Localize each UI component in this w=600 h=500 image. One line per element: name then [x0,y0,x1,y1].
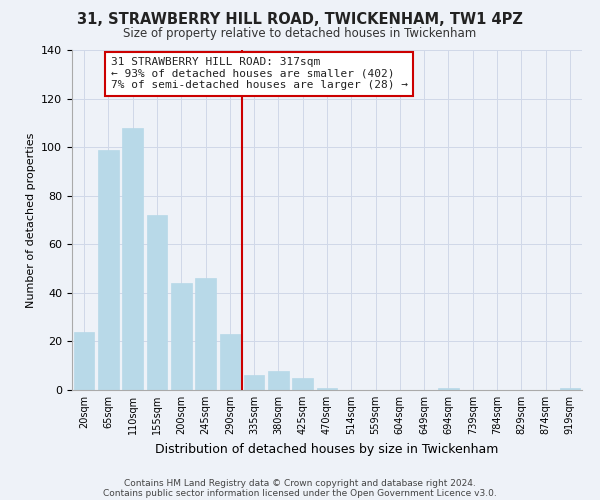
Bar [98,150,119,390]
Text: Contains public sector information licensed under the Open Government Licence v3: Contains public sector information licen… [103,488,497,498]
Text: Size of property relative to detached houses in Twickenham: Size of property relative to detached ho… [124,28,476,40]
Bar [317,388,337,390]
Bar [292,378,313,390]
Bar [268,370,289,390]
Y-axis label: Number of detached properties: Number of detached properties [26,132,35,308]
Bar [220,334,240,390]
Text: Contains HM Land Registry data © Crown copyright and database right 2024.: Contains HM Land Registry data © Crown c… [124,478,476,488]
Bar [122,128,143,390]
Text: 31 STRAWBERRY HILL ROAD: 317sqm
← 93% of detached houses are smaller (402)
7% of: 31 STRAWBERRY HILL ROAD: 317sqm ← 93% of… [111,58,408,90]
Bar [171,283,191,390]
Bar [146,215,167,390]
Bar [195,278,216,390]
Bar [438,388,459,390]
Bar [560,388,580,390]
Bar [244,376,265,390]
Text: 31, STRAWBERRY HILL ROAD, TWICKENHAM, TW1 4PZ: 31, STRAWBERRY HILL ROAD, TWICKENHAM, TW… [77,12,523,28]
Bar [74,332,94,390]
X-axis label: Distribution of detached houses by size in Twickenham: Distribution of detached houses by size … [155,442,499,456]
